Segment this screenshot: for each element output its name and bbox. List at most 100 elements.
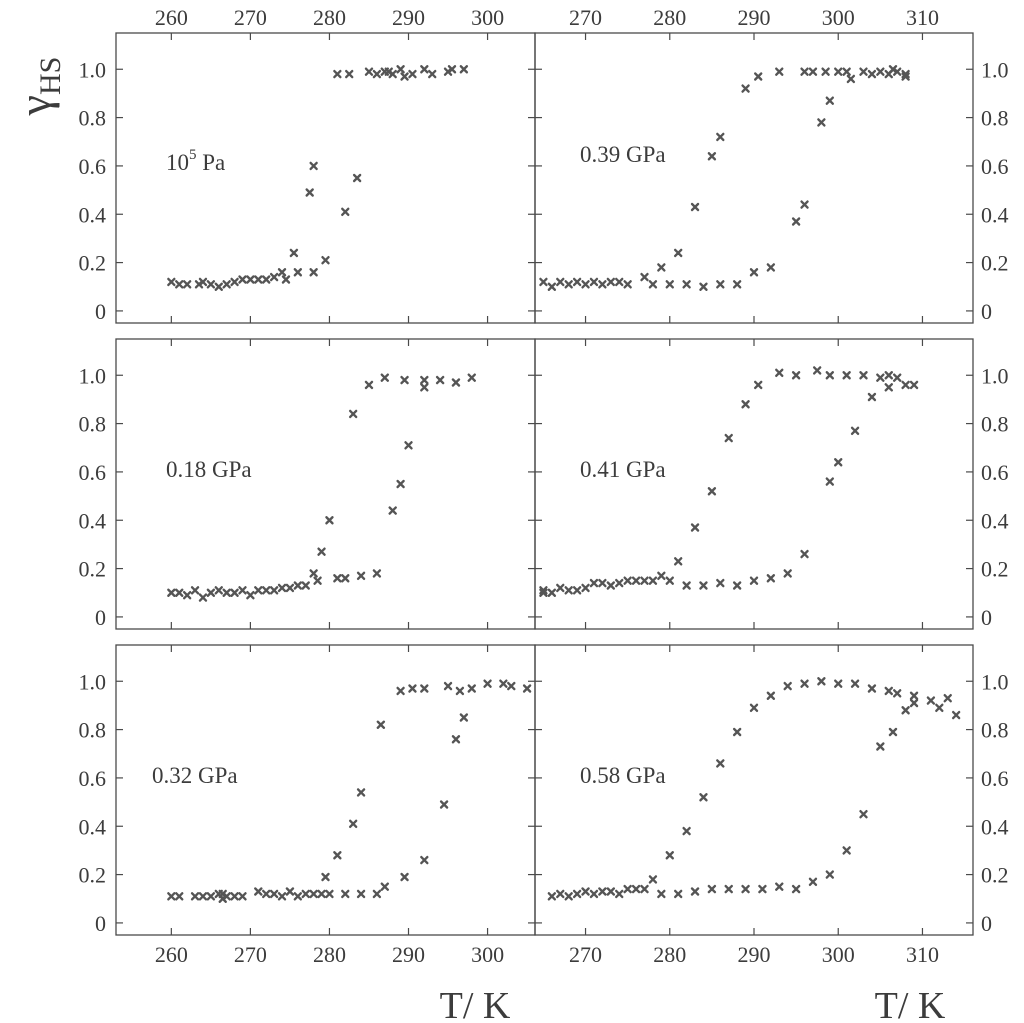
data-point	[842, 371, 851, 380]
data-point	[665, 576, 674, 585]
data-point	[766, 691, 776, 700]
x-tick-label: 290	[392, 5, 425, 30]
data-point	[230, 588, 239, 597]
data-point	[214, 282, 223, 291]
data-point	[246, 590, 255, 600]
data-point	[281, 275, 291, 284]
data-point	[623, 576, 632, 585]
y-axis-title-sub: HS	[34, 57, 67, 95]
panel-label: 105 Pa	[166, 147, 225, 175]
data-point	[859, 809, 868, 819]
y-tick-label: 0.2	[79, 251, 107, 276]
data-point	[800, 67, 809, 76]
data-point	[615, 578, 624, 588]
data-point	[598, 280, 607, 289]
data-point	[631, 884, 641, 894]
data-point	[309, 889, 318, 899]
data-point	[269, 889, 279, 899]
panel-bottom-right: 270 280 290 300 310 0 0.2 0.4 0.6 0.8 1.0 0.58 GPa	[534, 644, 1009, 967]
y-tick-label: 0.6	[981, 766, 1009, 791]
data-point	[732, 581, 742, 590]
y-tick-label: 0.8	[79, 106, 107, 131]
data-point	[741, 400, 750, 409]
data-point	[190, 892, 200, 901]
data-point	[451, 735, 461, 744]
data-point	[198, 593, 208, 602]
data-point	[301, 889, 310, 899]
data-point	[467, 684, 476, 693]
data-point	[214, 586, 223, 595]
data-point	[435, 375, 445, 385]
data-point	[673, 557, 683, 566]
data-point	[285, 887, 295, 896]
data-point	[364, 67, 374, 76]
data-point	[352, 173, 362, 183]
data-point	[341, 574, 350, 583]
data-point	[606, 277, 616, 287]
data-point	[741, 884, 750, 894]
data-point	[175, 588, 184, 597]
data-point	[741, 84, 750, 93]
data-point	[333, 69, 342, 79]
y-tick-label: 0.2	[981, 251, 1009, 276]
panel-label: 0.58 GPa	[580, 763, 666, 788]
data-point	[867, 684, 877, 693]
data-point	[888, 727, 898, 737]
panel-top-left: 260 270 280 290 300 0 0.2 0.4 0.6 0.8 1.0 105 Pa	[79, 5, 536, 324]
data-point	[309, 569, 318, 578]
data-point	[690, 887, 700, 896]
data-point	[547, 282, 557, 291]
data-point	[206, 280, 216, 289]
data-point	[754, 380, 763, 390]
data-point	[707, 884, 717, 894]
data-point	[749, 576, 759, 585]
data-point	[825, 870, 835, 879]
data-point	[623, 884, 632, 894]
data-point	[800, 549, 809, 559]
y-tick-label: 0.8	[79, 412, 107, 437]
x-tick-label: 290	[392, 942, 425, 967]
data-point	[716, 280, 725, 289]
data-point	[724, 433, 733, 443]
y-tick-label: 0.8	[981, 412, 1009, 437]
data-point	[842, 846, 851, 855]
panel-middle-left: 0 0.2 0.4 0.6 0.8 1.0 0.18 GPa	[79, 338, 536, 630]
data-point	[901, 72, 910, 81]
data-point	[293, 892, 303, 901]
data-point	[206, 588, 216, 597]
data-point	[396, 479, 405, 489]
y-tick-label: 1.0	[79, 363, 107, 388]
data-point	[682, 581, 691, 590]
data-point	[420, 65, 429, 74]
data-point	[499, 679, 508, 688]
data-point	[455, 686, 465, 696]
data-point	[380, 882, 389, 891]
data-point	[254, 586, 263, 595]
data-point	[859, 67, 868, 76]
y-tick-label: 0.2	[79, 557, 107, 582]
data-point	[850, 679, 860, 688]
y-tick-label: 0.4	[981, 508, 1009, 533]
data-point	[348, 819, 358, 829]
data-point	[581, 280, 590, 289]
data-point	[598, 578, 607, 588]
data-point	[400, 375, 409, 385]
data-point	[564, 892, 573, 901]
data-point	[175, 892, 184, 901]
data-point	[507, 681, 516, 691]
data-point	[884, 383, 893, 392]
data-point	[420, 375, 429, 385]
data-point	[623, 280, 632, 289]
data-point	[443, 681, 453, 691]
data-point	[749, 703, 759, 713]
data-point	[682, 280, 691, 289]
data-point	[396, 686, 405, 696]
x-tick-label: 270	[234, 942, 267, 967]
data-point	[783, 569, 792, 578]
x-tick-label: 300	[471, 942, 504, 967]
data-point	[690, 202, 700, 212]
data-point	[285, 583, 295, 593]
data-point	[230, 277, 239, 287]
data-point	[372, 569, 382, 578]
data-point	[631, 576, 641, 585]
